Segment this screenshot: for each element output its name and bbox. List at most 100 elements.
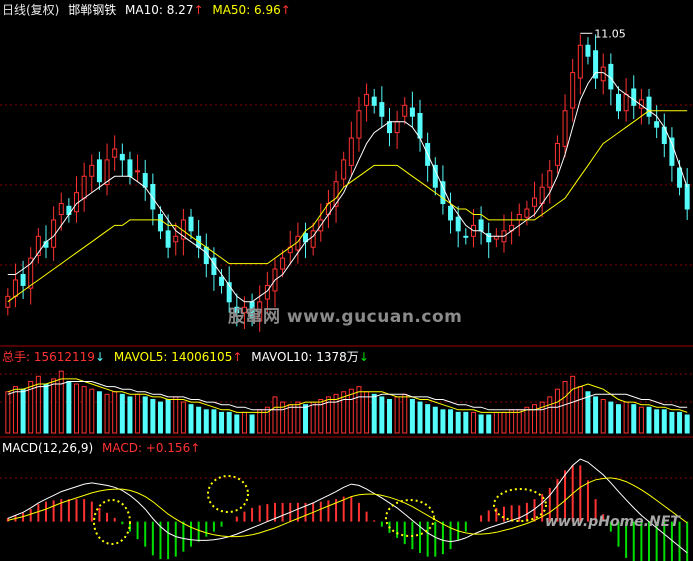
candle-body xyxy=(28,257,34,289)
macd-cross-circle xyxy=(207,475,249,513)
candle-body xyxy=(257,301,263,322)
volume-bar xyxy=(646,406,652,434)
volume-bar xyxy=(173,396,179,434)
candle-body xyxy=(570,72,576,109)
volume-bar xyxy=(188,404,194,434)
price-header: 日线(复权) 邯郸钢铁 MA10: 8.27↑ MA50: 6.96↑ xyxy=(2,3,296,17)
candle-body xyxy=(432,164,438,188)
volume-bar xyxy=(96,391,102,434)
volume-bar xyxy=(249,414,255,434)
volume-bar xyxy=(478,414,484,434)
ma50-line xyxy=(7,110,688,303)
candle-body xyxy=(112,148,118,158)
macd-cross-circle xyxy=(385,499,435,537)
candle-body xyxy=(577,44,583,79)
volume-bar xyxy=(35,375,41,434)
volume-bar xyxy=(333,393,339,434)
volume-bar xyxy=(318,399,324,434)
volume-bar xyxy=(432,406,438,434)
candle-body xyxy=(35,235,41,256)
candle-body xyxy=(157,213,163,232)
candle-body xyxy=(81,175,87,199)
volume-bar xyxy=(203,409,209,434)
total-volume-label: 总手: 15612119↓ xyxy=(2,350,105,364)
volume-bar xyxy=(5,391,11,434)
volume-bar xyxy=(257,409,263,434)
candle-body xyxy=(394,121,400,134)
candle-body xyxy=(684,183,690,210)
candle-body xyxy=(409,107,415,117)
stock-name: 邯郸钢铁 xyxy=(68,3,117,17)
volume-bar xyxy=(562,380,568,434)
candle-body xyxy=(127,159,133,177)
macd-dea-line xyxy=(7,477,688,538)
mavol10-line xyxy=(7,381,688,411)
volume-bar xyxy=(150,399,156,434)
macd-value: MACD: +0.156 xyxy=(101,441,191,455)
volume-bar xyxy=(371,393,377,434)
volume-bar xyxy=(547,396,553,434)
volume-bar xyxy=(684,414,690,434)
candle-body xyxy=(448,205,454,221)
volume-bar xyxy=(295,401,301,434)
candle-body xyxy=(234,306,240,314)
volume-bar xyxy=(585,391,591,434)
volume-bar xyxy=(119,393,125,434)
ma50-value: MA50: 6.96 xyxy=(212,3,281,17)
ma10-label: MA10: 8.27↑ xyxy=(125,3,203,17)
mavol5-value: MAVOL5: 14006105 xyxy=(113,350,233,364)
volume-bar xyxy=(356,386,362,434)
volume-bar xyxy=(509,409,515,434)
volume-bar xyxy=(623,401,629,434)
volume-bar xyxy=(455,411,461,434)
volume-bar xyxy=(43,383,49,434)
candle-body xyxy=(341,159,347,180)
volume-bar xyxy=(379,396,385,434)
volume-bar xyxy=(615,404,621,434)
volume-bar xyxy=(196,406,202,434)
volume-bar xyxy=(409,399,415,434)
ma10-value: MA10: 8.27 xyxy=(125,3,194,17)
candle-body xyxy=(142,173,148,188)
period-label[interactable]: 日线(复权) xyxy=(2,3,60,17)
peak-price-label: 11.05 xyxy=(594,27,626,40)
candle-body xyxy=(478,219,484,232)
candle-body xyxy=(654,121,660,128)
volume-bar xyxy=(287,404,293,434)
candle-body xyxy=(463,235,469,238)
candle-body xyxy=(12,279,18,297)
volume-bar xyxy=(310,401,316,434)
ma10-line xyxy=(7,72,688,303)
volume-bar xyxy=(142,396,148,434)
volume-bar xyxy=(600,399,606,434)
volume-bar xyxy=(157,401,163,434)
mavol5-arrow: ↑ xyxy=(232,350,243,364)
volume-bar xyxy=(303,404,309,434)
candle-body xyxy=(135,170,141,173)
candle-body xyxy=(280,257,286,270)
candle-body xyxy=(104,159,110,185)
macd-dif-line xyxy=(7,458,688,554)
volume-bar xyxy=(280,401,286,434)
candle-body xyxy=(241,306,247,314)
candle-body xyxy=(89,164,95,177)
candle-body xyxy=(188,216,194,232)
candle-body xyxy=(677,167,683,188)
volume-bar xyxy=(165,399,171,434)
volume-bar xyxy=(219,411,225,434)
volume-bar xyxy=(234,414,240,434)
volume-bar xyxy=(539,401,545,434)
ma50-label: MA50: 6.96↑ xyxy=(212,3,290,17)
volume-bar xyxy=(661,409,667,434)
volume-bar xyxy=(58,370,64,434)
macd-params[interactable]: MACD(12,26,9) xyxy=(2,441,94,455)
candle-body xyxy=(593,50,599,79)
volume-bar xyxy=(348,388,354,434)
total-volume-arrow: ↓ xyxy=(94,350,105,364)
candle-body xyxy=(516,213,522,221)
volume-bar xyxy=(470,411,476,434)
volume-bar xyxy=(89,388,95,434)
candle-body xyxy=(58,203,64,215)
candle-body xyxy=(20,274,26,286)
